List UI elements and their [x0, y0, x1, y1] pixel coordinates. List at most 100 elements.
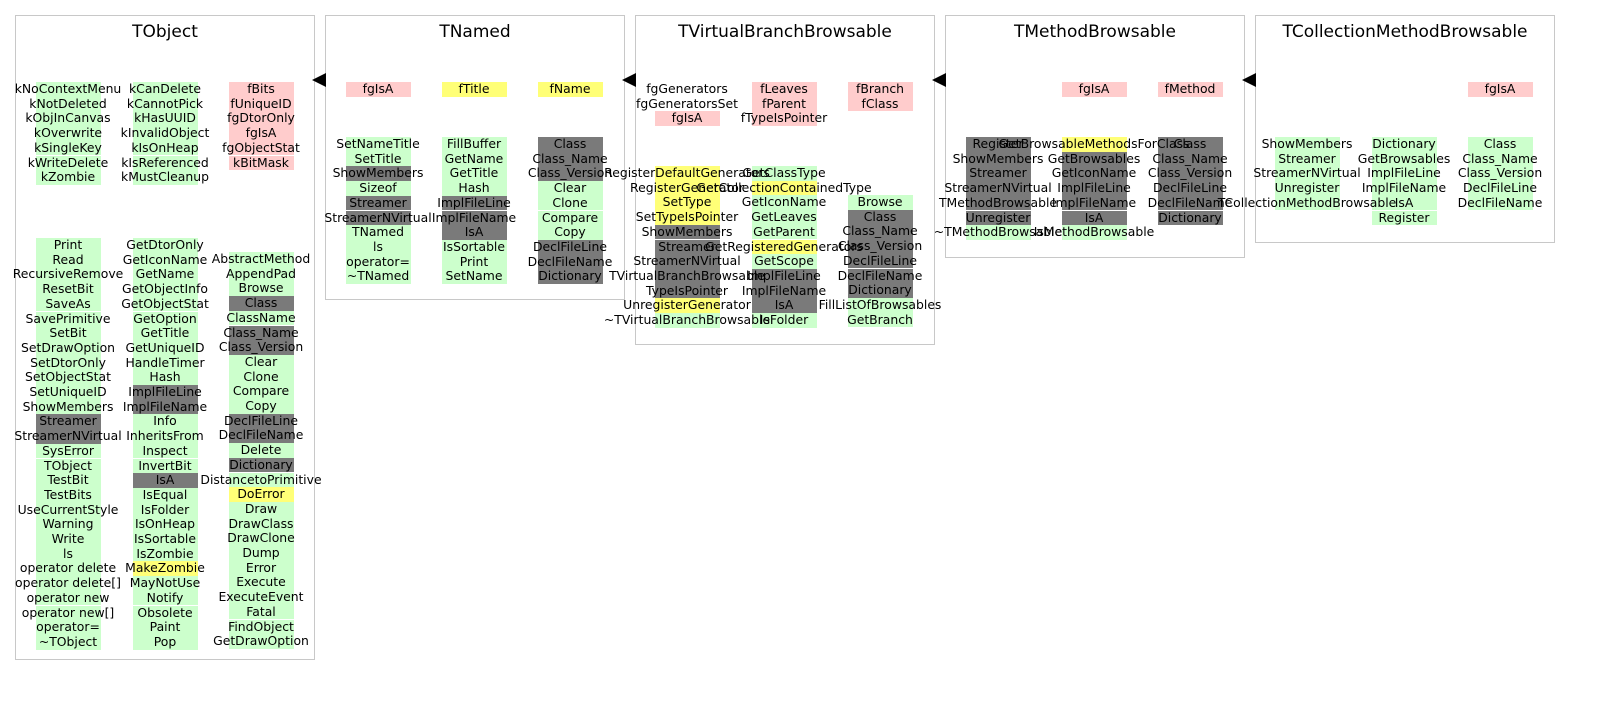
member-column-methods: Register ShowMembers Streamer StreamerNVirt… [888, 136, 1108, 240]
member-item: Streamer [969, 165, 1027, 181]
member-item: DeclFileLine [1463, 180, 1537, 196]
member-highlight [228, 296, 294, 311]
member-item: GetOption [133, 310, 197, 326]
member-item: GetScope [754, 253, 814, 269]
member-highlight [132, 238, 198, 253]
member-highlight [537, 239, 603, 255]
member-highlight [35, 605, 101, 621]
member-highlight [345, 82, 411, 97]
member-item: ImplFileLine [1057, 180, 1131, 196]
member-item: kWriteDelete [27, 154, 109, 170]
member-item: GetTitle [449, 165, 499, 181]
member-highlight [228, 413, 294, 429]
member-item: ShowMembers [1261, 136, 1353, 151]
member-highlight [132, 155, 198, 171]
member-highlight [965, 210, 1031, 226]
member-item: Hash [458, 180, 490, 196]
member-item: Class_Version [837, 238, 923, 254]
member-item: Copy [245, 398, 277, 414]
member-highlight [654, 224, 720, 240]
member-item: GetRegisteredGenerators [705, 238, 863, 254]
member-item: operator delete [19, 560, 117, 576]
member-highlight [35, 355, 101, 371]
member-highlight [35, 267, 101, 283]
member-highlight [847, 96, 913, 112]
member-highlight [132, 311, 198, 327]
member-item: Class_Name [1152, 150, 1228, 166]
member-column-data: fBranch fClass [770, 81, 990, 112]
member-item: ImplFileName [122, 398, 208, 414]
member-highlight [654, 239, 720, 255]
member-item: kNoContextMenu [14, 81, 122, 96]
member-highlight [441, 225, 507, 240]
member-highlight [345, 210, 411, 226]
member-highlight [228, 428, 294, 444]
member-item: ImplFileName [1051, 194, 1137, 210]
class-title: TVirtualBranchBrowsable [678, 22, 892, 42]
member-item: fgIsA [362, 81, 394, 96]
member-highlight [537, 254, 603, 270]
member-highlight [537, 137, 603, 152]
member-item: TNamed [352, 224, 404, 240]
member-item: AbstractMethod [211, 251, 311, 266]
member-item: Class_Name [1462, 150, 1538, 166]
member-item: Inspect [142, 442, 188, 458]
member-highlight [228, 325, 294, 341]
member-item: AppendPad [226, 265, 296, 281]
member-item: GetParent [753, 223, 815, 239]
member-highlight [751, 166, 817, 181]
member-item: UnregisterGenerator [623, 297, 751, 313]
member-highlight [132, 140, 198, 156]
member-item: IsA [774, 297, 794, 313]
member-highlight [228, 472, 294, 488]
member-item: Unregister [965, 209, 1031, 225]
member-item: Class_Name [223, 324, 299, 340]
member-item: ~TObject [38, 633, 98, 649]
member-highlight [132, 487, 198, 503]
member-item: GetDrawOption [213, 633, 309, 649]
member-item: fBits [247, 81, 275, 96]
member-item: ExecuteEvent [218, 589, 304, 605]
member-highlight [1274, 166, 1340, 182]
member-item: TestBit [47, 472, 89, 488]
member-item: DeclFileLine [843, 252, 917, 268]
member-highlight [847, 297, 913, 313]
member-highlight [965, 195, 1031, 211]
member-highlight [537, 181, 603, 196]
member-item: operator new [26, 589, 110, 605]
member-item: fgDtorOnly [227, 110, 295, 126]
member-item: ResetBit [42, 281, 94, 297]
member-highlight [1157, 210, 1223, 226]
member-item: GetBranch [847, 311, 913, 327]
member-highlight [228, 457, 294, 473]
class-title: TObject [132, 22, 198, 42]
member-item: MakeZombie [125, 560, 205, 576]
inheritance-arrow-icon [932, 73, 946, 87]
member-item: Print [459, 253, 489, 269]
member-highlight [751, 268, 817, 284]
member-item: GetIconName [741, 194, 827, 210]
member-item: Dictionary [538, 268, 602, 284]
member-item: ImplFileLine [437, 194, 511, 210]
member-highlight [847, 209, 913, 225]
member-highlight [751, 111, 817, 127]
member-highlight [751, 313, 817, 328]
member-item: Class [244, 295, 278, 311]
member-item: fgIsA [245, 125, 277, 141]
class-title: TMethodBrowsable [1014, 22, 1176, 42]
member-item: SetBit [49, 325, 87, 341]
member-highlight [35, 282, 101, 297]
member-highlight [441, 239, 507, 255]
member-item: Clone [243, 368, 279, 384]
member-item: fTitle [458, 81, 490, 96]
member-highlight [228, 140, 294, 156]
member-highlight [35, 155, 101, 171]
member-highlight [35, 634, 101, 650]
member-item: SetTypeIsPointer [635, 209, 739, 225]
member-item: Fatal [246, 603, 276, 619]
member-item: ImplFileLine [747, 267, 821, 283]
member-item: ImplFileLine [1367, 165, 1441, 181]
member-item: kInvalidObject [120, 125, 210, 141]
member-highlight [1467, 166, 1533, 182]
member-highlight [132, 546, 198, 562]
